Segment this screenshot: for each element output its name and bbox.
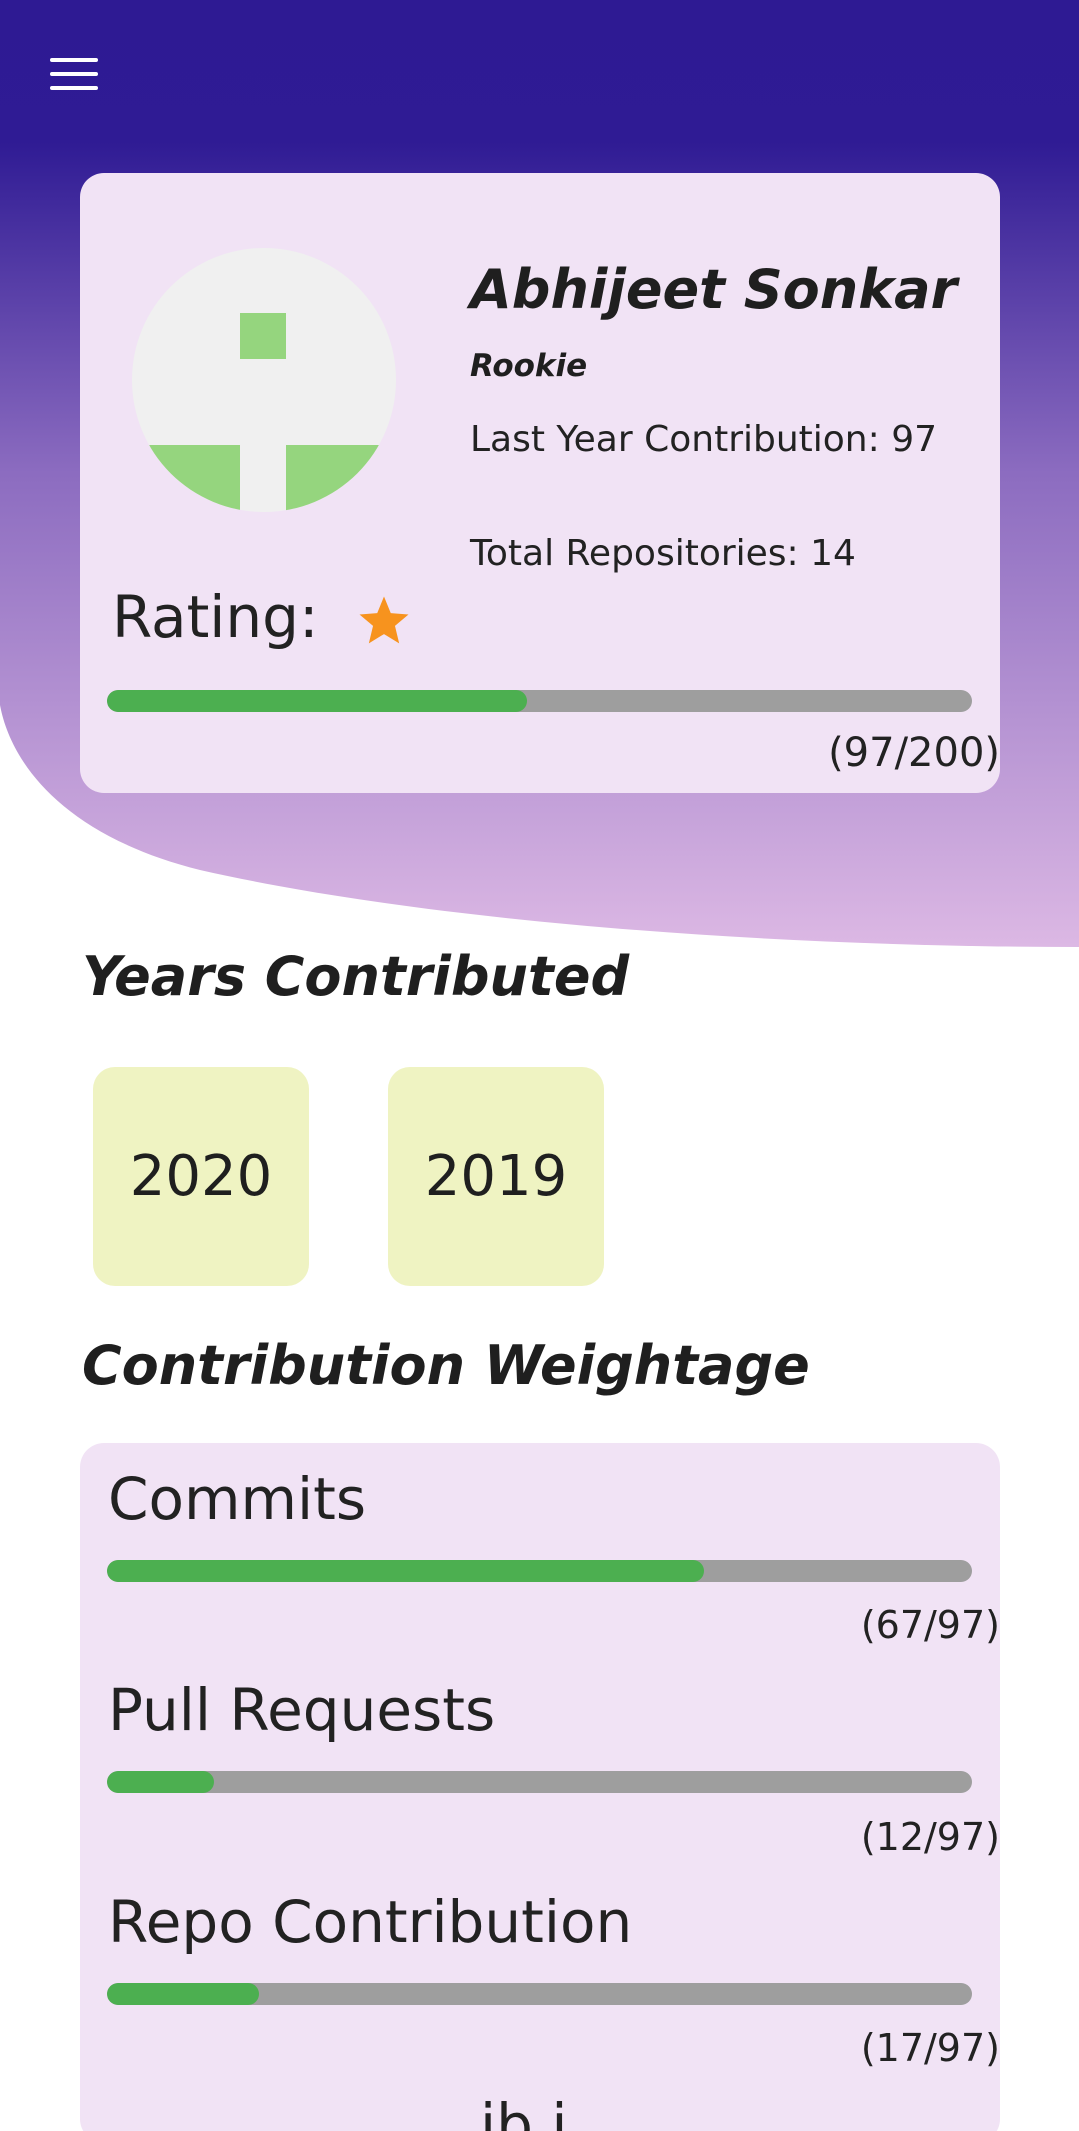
hamburger-menu-icon <box>50 58 98 62</box>
profile-name: Abhijeet Sonkar <box>470 258 958 321</box>
repo-contribution-progress-fill <box>107 1983 259 2005</box>
pull-requests-count: (12/97) <box>860 1815 1000 1859</box>
rating-label: Rating: <box>112 583 319 651</box>
commits-progress-fill <box>107 1560 705 1582</box>
weightage-label-repo-contribution: Repo Contribution <box>108 1888 633 1956</box>
year-chip-2020[interactable]: 2020 <box>93 1067 309 1286</box>
weightage-label-pull-requests: Pull Requests <box>108 1676 496 1744</box>
overall-progress-bar <box>107 690 972 712</box>
contribution-weightage-title: Contribution Weightage <box>82 1334 810 1397</box>
commits-progress-bar <box>107 1560 972 1582</box>
profile-card: Abhijeet Sonkar Rookie Last Year Contrib… <box>80 173 1000 793</box>
pull-requests-progress-fill <box>107 1771 214 1793</box>
commits-count: (67/97) <box>860 1603 1000 1647</box>
pull-requests-progress-bar <box>107 1771 972 1793</box>
contribution-weightage-card: Commits (67/97) Pull Requests (12/97) Re… <box>80 1443 1000 2131</box>
repo-contribution-count: (17/97) <box>860 2026 1000 2070</box>
last-year-contribution: Last Year Contribution: 97 <box>470 419 937 460</box>
menu-button[interactable] <box>44 52 104 102</box>
repo-contribution-progress-bar <box>107 1983 972 2005</box>
total-repositories: Total Repositories: 14 <box>470 533 856 574</box>
star-icon <box>359 596 409 644</box>
profile-rank: Rookie <box>470 348 588 384</box>
year-chip-2019[interactable]: 2019 <box>388 1067 604 1286</box>
avatar <box>132 248 396 512</box>
weightage-label-cutoff: ib i <box>480 2091 568 2131</box>
overall-progress-fill <box>107 690 527 712</box>
overall-progress-count: (97/200) <box>828 730 1000 776</box>
weightage-label-commits: Commits <box>108 1465 367 1533</box>
years-contributed-title: Years Contributed <box>82 945 630 1008</box>
